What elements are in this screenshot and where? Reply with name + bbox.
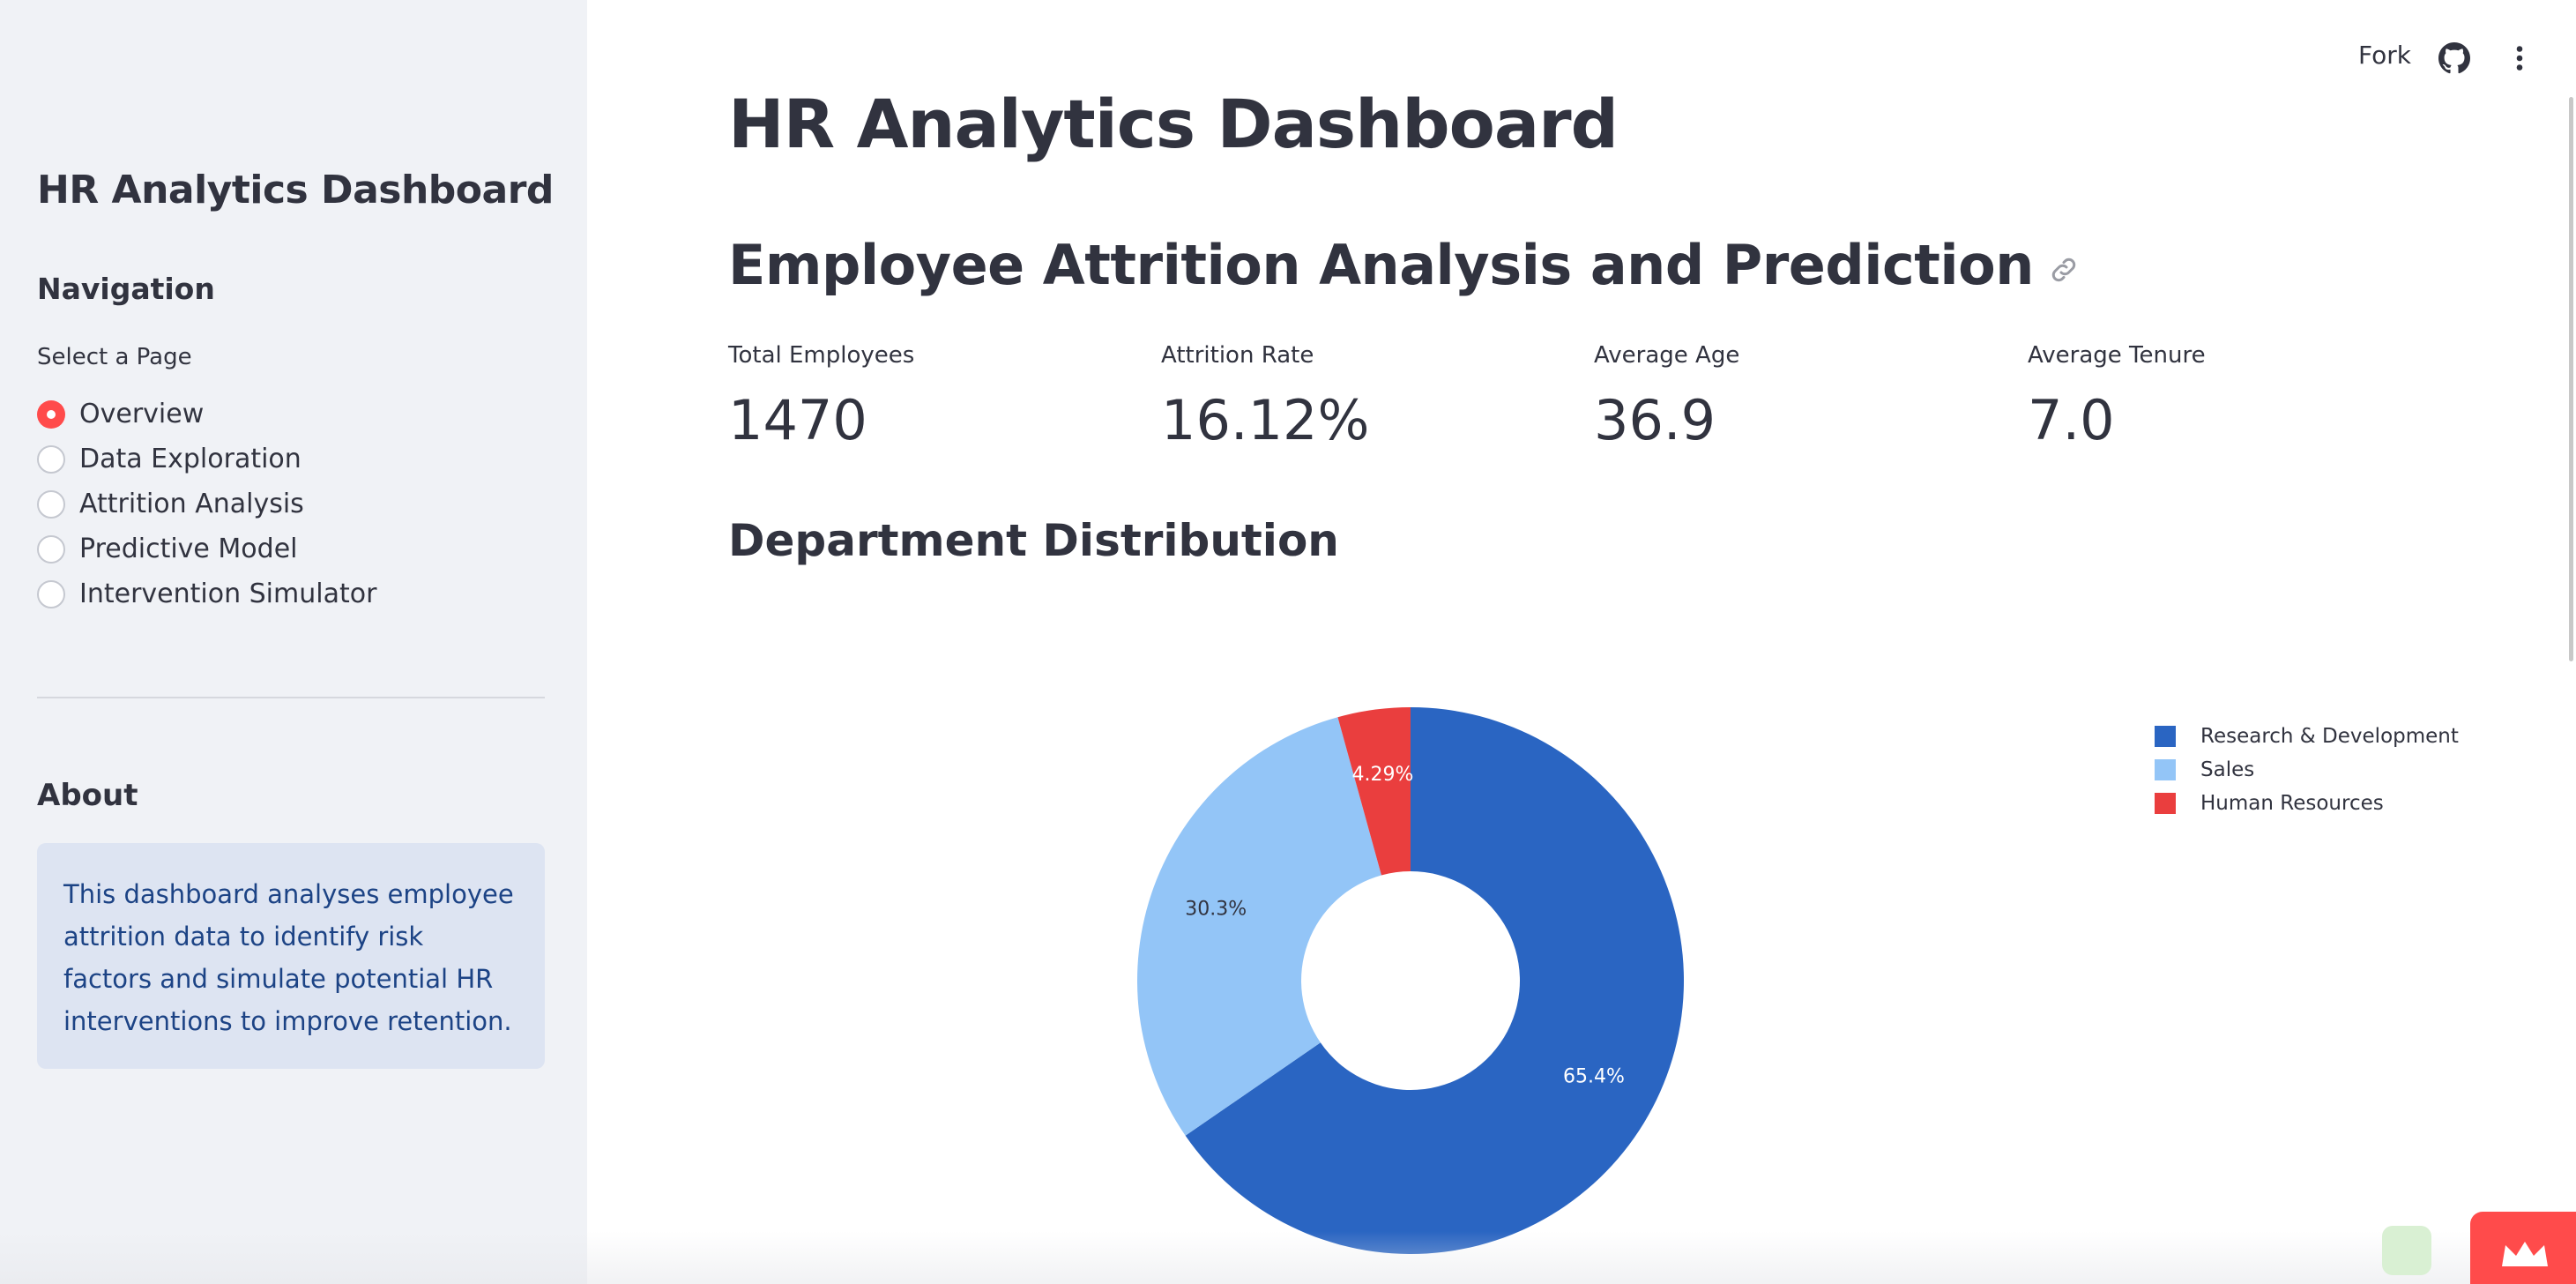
scrollbar-thumb[interactable] [2569,97,2573,661]
radio-label: Intervention Simulator [79,579,377,609]
section-title: Department Distribution [728,515,1339,566]
department-donut-chart: 65.4% 30.3% 4.29% [1137,707,1684,1254]
about-heading: About [37,778,138,813]
legend-label: Human Resources [2200,792,2384,815]
more-vertical-icon[interactable] [2504,42,2535,74]
about-info-box: This dashboard analyses employee attriti… [37,843,545,1069]
radio-data-exploration[interactable]: Data Exploration [37,437,376,482]
metric-label: Average Tenure [2028,342,2206,369]
radio-attrition-analysis[interactable]: Attrition Analysis [37,482,376,526]
fork-button[interactable]: Fork [2358,41,2411,70]
metric-value: 16.12% [1161,388,1370,452]
slice-percent-label: 30.3% [1185,899,1247,921]
navigation-heading: Navigation [37,272,215,306]
radio-button[interactable] [37,534,65,564]
streamlit-badge[interactable] [2470,1212,2576,1284]
legend-item-research-development[interactable]: Research & Development [2155,720,2459,753]
radio-label: Predictive Model [79,534,298,564]
radio-label: Overview [79,399,205,429]
metric-label: Average Age [1594,342,1740,369]
crown-icon [2502,1242,2548,1266]
radio-button-selected[interactable] [37,399,65,429]
legend-item-sales[interactable]: Sales [2155,753,2459,787]
legend-label: Sales [2200,758,2255,781]
radio-predictive-model[interactable]: Predictive Model [37,526,376,571]
page-title: HR Analytics Dashboard [728,85,1619,163]
page-radio-group: Overview Data Exploration Attrition Anal… [37,392,376,616]
subtitle-row: Employee Attrition Analysis and Predicti… [728,233,2080,297]
metric-attrition-rate: Attrition Rate 16.12% [1161,342,1369,452]
slice-research-development[interactable] [1185,707,1684,1254]
slice-sales[interactable] [1137,717,1381,1136]
page-subtitle: Employee Attrition Analysis and Predicti… [728,233,2034,297]
chart-legend: Research & Development Sales Human Resou… [2155,720,2459,820]
slice-percent-label: 4.29% [1351,764,1413,786]
sidebar: HR Analytics Dashboard Navigation Select… [0,0,587,1284]
metric-value: 1470 [728,388,867,452]
legend-swatch [2155,726,2176,747]
metric-label: Attrition Rate [1161,342,1314,369]
radio-button[interactable] [37,579,65,608]
metric-value: 7.0 [2028,388,2115,452]
metric-average-tenure: Average Tenure 7.0 [2028,342,2206,452]
app-badge-icon[interactable] [2382,1226,2431,1275]
sidebar-divider [37,697,545,698]
about-text: This dashboard analyses employee attriti… [63,879,514,1036]
metric-label: Total Employees [728,342,915,369]
radio-overview[interactable]: Overview [37,392,376,437]
radio-intervention-simulator[interactable]: Intervention Simulator [37,571,376,616]
radio-label: Data Exploration [79,444,302,474]
legend-swatch [2155,759,2176,780]
radio-button[interactable] [37,489,65,519]
radio-button[interactable] [37,444,65,474]
legend-swatch [2155,793,2176,814]
link-icon[interactable] [2048,254,2080,286]
select-page-label: Select a Page [37,344,192,370]
metric-average-age: Average Age 36.9 [1594,342,1739,452]
radio-label: Attrition Analysis [79,489,304,519]
legend-item-human-resources[interactable]: Human Resources [2155,787,2459,820]
sidebar-title: HR Analytics Dashboard [37,168,554,213]
slice-percent-label: 65.4% [1563,1065,1625,1087]
metric-total-employees: Total Employees 1470 [728,342,914,452]
slice-human-resources[interactable] [1337,707,1411,876]
bottom-fade [0,1231,2576,1284]
github-icon[interactable] [2438,42,2470,74]
metric-value: 36.9 [1594,388,1716,452]
legend-label: Research & Development [2200,725,2459,748]
